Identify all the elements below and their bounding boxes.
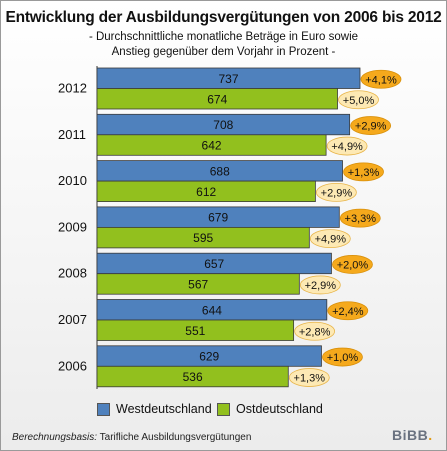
- change-label: +1,3%: [294, 373, 326, 385]
- value-label: 674: [207, 92, 227, 106]
- category-label: 2009: [58, 219, 87, 234]
- change-label: +2,4%: [332, 306, 364, 318]
- bar-ost: [96, 134, 327, 156]
- chart-subtitle-line2: Anstieg gegenüber dem Vorjahr in Prozent…: [111, 46, 336, 58]
- change-badge: [332, 255, 373, 274]
- bar-ost: [96, 88, 338, 110]
- category-label: 2012: [58, 81, 87, 96]
- footer-note: Berechnungsbasis: Tarifliche Ausbildungs…: [12, 432, 251, 443]
- footer-text: Tarifliche Ausbildungsvergütungen: [97, 432, 252, 443]
- logo-text: BiBB: [392, 427, 429, 443]
- legend-ost: Ostdeutschland: [217, 402, 323, 416]
- change-label: +2,9%: [321, 187, 353, 199]
- change-badge: [299, 275, 341, 295]
- change-label: +2,0%: [337, 259, 369, 271]
- value-label: 644: [202, 303, 222, 317]
- change-label: +4,9%: [315, 234, 347, 246]
- change-badge: [343, 162, 384, 182]
- value-label: 642: [202, 139, 222, 153]
- change-label: +2,9%: [355, 121, 387, 133]
- bar-ost: [96, 180, 316, 203]
- value-label: 688: [210, 164, 230, 178]
- change-label: +2,8%: [299, 326, 331, 338]
- bar-ost: [96, 273, 300, 295]
- value-label: 679: [208, 211, 228, 225]
- change-badge: [294, 321, 336, 341]
- change-label: +5,0%: [343, 95, 375, 107]
- value-label: 567: [188, 277, 208, 291]
- legend-west-label: Westdeutschland: [116, 402, 212, 416]
- value-label: 657: [204, 257, 224, 271]
- change-label: +1,0%: [327, 352, 359, 364]
- value-label: 629: [199, 350, 219, 364]
- change-label: +4,9%: [331, 141, 363, 153]
- bar-ost: [96, 365, 289, 388]
- value-label: 708: [213, 118, 233, 132]
- change-badge: [288, 368, 330, 387]
- category-label: 2010: [58, 173, 87, 188]
- logo-dot: .: [428, 427, 433, 443]
- category-label: 2008: [58, 266, 87, 281]
- change-badge: [309, 229, 351, 249]
- change-badge: [339, 208, 381, 228]
- value-label: 595: [193, 231, 213, 245]
- category-label: 2006: [58, 358, 87, 373]
- legend-west: Westdeutschland: [97, 402, 212, 416]
- change-badge: [326, 136, 368, 156]
- category-label: 2011: [58, 127, 86, 142]
- change-badge: [327, 301, 369, 321]
- legend-ost-swatch: [217, 402, 230, 416]
- legend-ost-label: Ostdeutschland: [236, 402, 323, 416]
- bar-ost: [96, 226, 310, 249]
- category-label: 2007: [58, 312, 87, 327]
- value-label: 551: [185, 324, 205, 338]
- change-badge: [338, 90, 379, 110]
- change-label: +1,3%: [348, 167, 380, 179]
- change-label: +4,1%: [365, 74, 397, 86]
- change-badge: [315, 182, 357, 202]
- footer-label: Berechnungsbasis:: [12, 432, 98, 443]
- chart-title: Entwicklung der Ausbildungsvergütungen v…: [5, 9, 442, 26]
- value-label: 536: [183, 370, 203, 384]
- value-label: 737: [218, 72, 238, 86]
- chart-subtitle-line1: - Durchschnittliche monatliche Beträge i…: [88, 31, 359, 43]
- change-badge: [360, 69, 402, 89]
- value-label: 612: [196, 185, 216, 199]
- change-badge: [350, 116, 392, 135]
- legend-west-swatch: [97, 402, 110, 416]
- bibb-logo: BiBB.: [392, 427, 433, 443]
- change-badge: [322, 347, 363, 367]
- change-label: +2,9%: [305, 280, 337, 292]
- bar-ost: [96, 319, 295, 341]
- change-label: +3,3%: [345, 213, 377, 225]
